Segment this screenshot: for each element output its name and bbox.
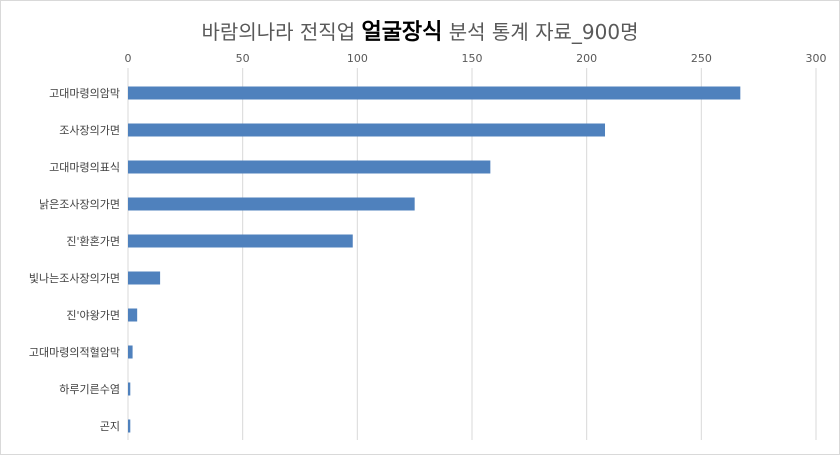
category-label: 고대마령의표식 (49, 161, 120, 174)
chart-title: 바람의나라 전직업 얼굴장식 분석 통계 자료_900명 (0, 14, 840, 46)
bar (128, 382, 131, 396)
title-bold: 얼굴장식 (361, 20, 443, 45)
category-label: 고대마령의암막 (49, 87, 120, 100)
x-tick-label: 0 (125, 52, 132, 65)
x-tick-label: 100 (347, 52, 368, 65)
bar (128, 234, 353, 248)
x-tick-label: 150 (462, 52, 483, 65)
bar (128, 308, 138, 322)
category-label: 진'환혼가면 (66, 235, 120, 248)
category-label: 진'야왕가면 (66, 309, 120, 322)
category-labels: 고대마령의암막조사장의가면고대마령의표식낡은조사장의가면진'환혼가면빛나는조사장… (29, 87, 120, 433)
bar (128, 345, 133, 359)
x-tick-label: 250 (691, 52, 712, 65)
title-suffix: 분석 통계 자료_900명 (442, 20, 639, 44)
title-prefix: 바람의나라 전직업 (201, 20, 362, 44)
bars (128, 86, 741, 433)
category-label: 고대마령의적혈암막 (29, 345, 120, 359)
x-tick-labels: 0 50 100 150 200 250 300 (125, 52, 827, 65)
bar (128, 197, 415, 211)
x-tick-label: 300 (806, 52, 827, 65)
bar (128, 123, 606, 137)
x-tick-label: 200 (576, 52, 597, 65)
bar (128, 271, 161, 285)
bar (128, 160, 491, 174)
category-label: 빛나는조사장의가면 (29, 272, 120, 285)
category-label: 낡은조사장의가면 (39, 198, 120, 211)
category-label: 조사장의가면 (59, 124, 120, 137)
bar (128, 86, 741, 100)
category-label: 하루기른수염 (59, 382, 120, 396)
x-tick-label: 50 (236, 52, 250, 65)
category-label: 곤지 (100, 420, 120, 433)
bar (128, 419, 131, 433)
